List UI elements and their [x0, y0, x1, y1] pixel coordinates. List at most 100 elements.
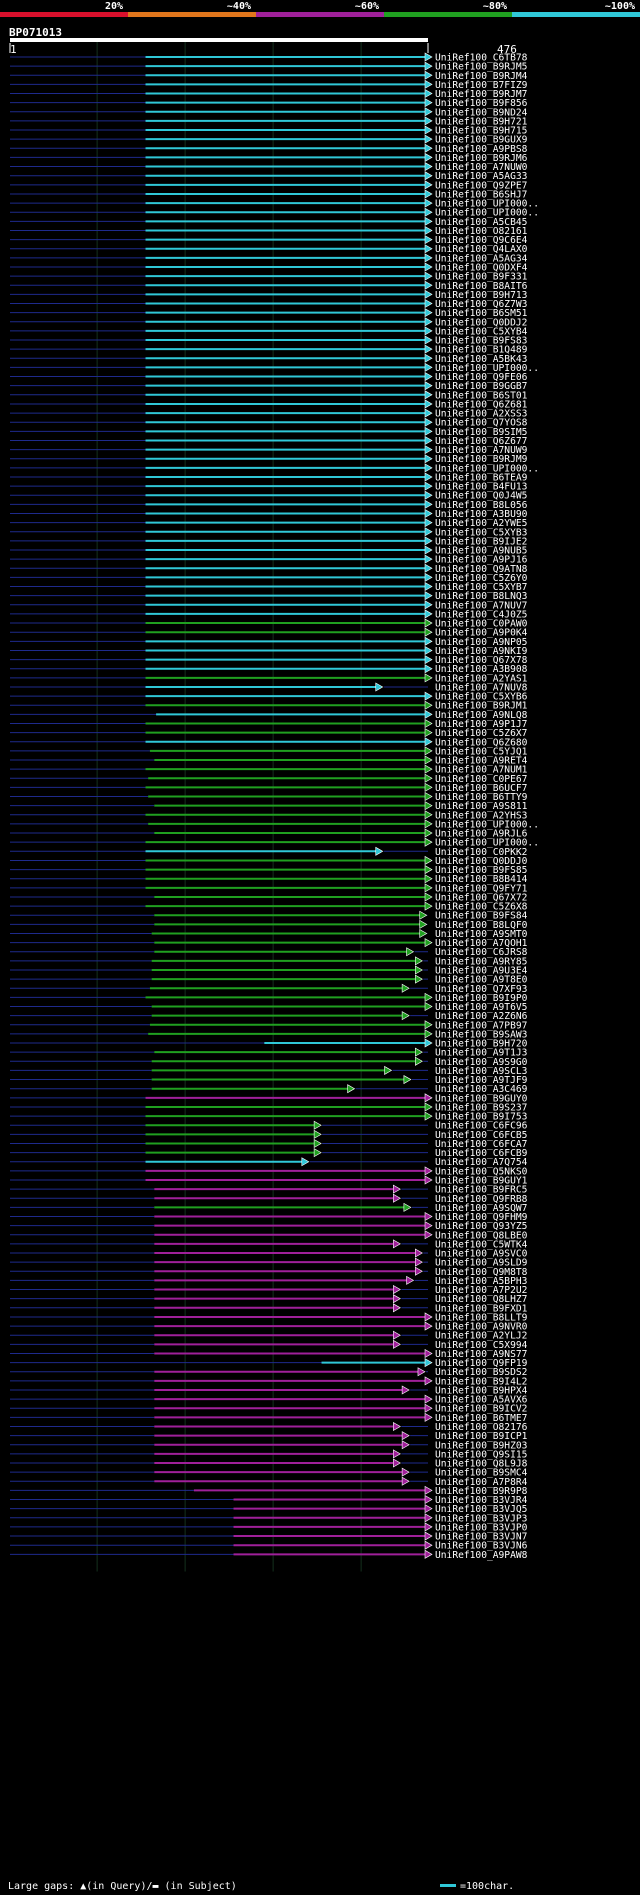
- hit-label[interactable]: UniRef100_A9NUB5: [435, 546, 527, 557]
- hit-label[interactable]: UniRef100_B9R9P8: [435, 1486, 528, 1497]
- hit-row[interactable]: UniRef100_A9SMT0: [10, 928, 528, 940]
- hit-row[interactable]: UniRef100_A2YHS3: [10, 810, 528, 821]
- hit-label[interactable]: UniRef100_O82176: [435, 1422, 528, 1433]
- hit-label[interactable]: UniRef100_A5BK43: [435, 354, 528, 365]
- hit-row[interactable]: UniRef100_Q8LBE0: [10, 1230, 528, 1241]
- hit-row[interactable]: UniRef100_B9S237: [10, 1102, 528, 1113]
- hit-row[interactable]: UniRef100_B7FIZ9: [10, 79, 528, 91]
- hit-row[interactable]: UniRef100_B3VJN7: [10, 1531, 528, 1543]
- hit-row[interactable]: UniRef100_B8LNQ3: [10, 591, 528, 602]
- hit-row[interactable]: UniRef100_A5BPH3: [10, 1275, 528, 1287]
- hit-label[interactable]: UniRef100_A2YHS3: [435, 810, 528, 821]
- hit-label[interactable]: UniRef100_A7NUM1: [435, 765, 528, 776]
- hit-row[interactable]: UniRef100_B9GUY1: [10, 1175, 528, 1186]
- hit-label[interactable]: UniRef100_Q8LHZ7: [435, 1294, 528, 1305]
- hit-row[interactable]: UniRef100_B9R9P8: [10, 1485, 528, 1497]
- hit-label[interactable]: UniRef100_A2XSS3: [435, 409, 528, 420]
- hit-label[interactable]: UniRef100_B6TTY9: [435, 792, 528, 803]
- hit-label[interactable]: UniRef100_B9I4L2: [435, 1376, 527, 1387]
- hit-label[interactable]: UniRef100_C5XYB6: [435, 692, 528, 703]
- hit-label[interactable]: UniRef100_B9RJM6: [435, 153, 528, 164]
- hit-label[interactable]: UniRef100_C5XYB3: [435, 527, 528, 538]
- hit-row[interactable]: UniRef100_B8L056: [10, 499, 528, 511]
- hit-row[interactable]: UniRef100_Q6Z677: [10, 435, 528, 447]
- hit-row[interactable]: UniRef100_B6TEA9: [10, 472, 528, 483]
- hit-label[interactable]: UniRef100_A7QOH1: [435, 938, 528, 949]
- hit-label[interactable]: UniRef100_Q6Z677: [435, 436, 528, 447]
- hit-label[interactable]: UniRef100_A9SCL3: [435, 1066, 528, 1077]
- hit-label[interactable]: UniRef100_C6TB78: [435, 53, 528, 64]
- hit-label[interactable]: UniRef100_Q8L9J8: [435, 1459, 528, 1470]
- hit-row[interactable]: UniRef100_A9NP05: [10, 636, 527, 648]
- hit-label[interactable]: UniRef100_A9RET4: [435, 756, 528, 767]
- hit-label[interactable]: UniRef100_A9U3E4: [435, 966, 528, 977]
- hit-row[interactable]: UniRef100_A9P1J7: [10, 718, 528, 730]
- hit-row[interactable]: UniRef100_A5AVX6: [10, 1394, 528, 1406]
- hit-row[interactable]: UniRef100_B9F856: [10, 98, 528, 109]
- hit-label[interactable]: UniRef100_B9HZ03: [435, 1440, 528, 1451]
- hit-label[interactable]: UniRef100_B9IJE2: [435, 536, 527, 547]
- hit-row[interactable]: UniRef100_B9FRC5: [10, 1184, 527, 1196]
- hit-row[interactable]: UniRef100_B9RJM9: [10, 454, 528, 465]
- hit-row[interactable]: UniRef100_B6SHJ7: [10, 189, 528, 200]
- hit-row[interactable]: UniRef100_Q8L9J8: [10, 1458, 528, 1470]
- hit-label[interactable]: UniRef100_A9PJ16: [435, 555, 528, 566]
- hit-row[interactable]: UniRef100_C5YJQ1: [10, 746, 528, 757]
- hit-row[interactable]: UniRef100_B9GUX9: [10, 134, 528, 146]
- hit-label[interactable]: UniRef100_B6TME7: [435, 1413, 528, 1424]
- hit-row[interactable]: UniRef100_B9ICP1: [10, 1431, 528, 1442]
- hit-row[interactable]: UniRef100_B9HZ03: [10, 1440, 528, 1451]
- hit-row[interactable]: UniRef100_A9T6V5: [10, 1002, 527, 1013]
- hit-label[interactable]: UniRef100_B8LQF0: [435, 920, 528, 931]
- hit-label[interactable]: UniRef100_B6SHJ7: [435, 189, 528, 200]
- hit-label[interactable]: UniRef100_B9F331: [435, 272, 528, 283]
- hit-label[interactable]: UniRef100_A9SQW7: [435, 1203, 528, 1214]
- hit-label[interactable]: UniRef100_B9H721: [435, 116, 528, 127]
- hit-row[interactable]: UniRef100_A5CB45: [10, 216, 527, 228]
- hit-row[interactable]: UniRef100_C5XYB4: [10, 326, 528, 337]
- hit-row[interactable]: UniRef100_Q8LHZ7: [10, 1294, 528, 1305]
- hit-row[interactable]: UniRef100_B9SAW3: [10, 1029, 528, 1040]
- hit-row[interactable]: UniRef100_Q9C6E4: [10, 235, 528, 246]
- hit-row[interactable]: UniRef100_A7Q754: [10, 1157, 528, 1168]
- hit-label[interactable]: UniRef100_A3C469: [435, 1084, 528, 1095]
- hit-row[interactable]: UniRef100_B9ICV2: [10, 1403, 527, 1415]
- hit-label[interactable]: UniRef100_A9P1J7: [435, 719, 528, 730]
- hit-label[interactable]: UniRef100_UPI000..: [435, 199, 539, 210]
- hit-label[interactable]: UniRef100_B9GUX9: [435, 135, 528, 146]
- hit-row[interactable]: UniRef100_B3VJR4: [10, 1495, 528, 1506]
- hit-label[interactable]: UniRef100_B9H713: [435, 290, 528, 301]
- hit-label[interactable]: UniRef100_C5Z6Y0: [435, 573, 528, 584]
- hit-label[interactable]: UniRef100_B9F856: [435, 98, 528, 109]
- hit-row[interactable]: UniRef100_UPI000..: [10, 198, 539, 210]
- hit-row[interactable]: UniRef100_C0PAW0: [10, 618, 528, 630]
- hit-row[interactable]: UniRef100_UPI000..: [10, 837, 539, 849]
- hit-label[interactable]: UniRef100_C6FCA7: [435, 1139, 528, 1150]
- hit-row[interactable]: UniRef100_B4FU13: [10, 481, 528, 493]
- hit-label[interactable]: UniRef100_C5X994: [435, 1340, 528, 1351]
- hit-label[interactable]: UniRef100_B9ICP1: [435, 1431, 528, 1442]
- hit-row[interactable]: UniRef100_UPI000..: [10, 463, 539, 474]
- hit-label[interactable]: UniRef100_Q7YOS8: [435, 418, 528, 429]
- hit-label[interactable]: UniRef100_A9NS77: [435, 1349, 528, 1360]
- hit-row[interactable]: UniRef100_Q6Z680: [10, 737, 528, 748]
- hit-label[interactable]: UniRef100_A9S9G0: [435, 1057, 528, 1068]
- hit-label[interactable]: UniRef100_A9SLD9: [435, 1258, 528, 1269]
- hit-row[interactable]: UniRef100_C5X994: [10, 1339, 528, 1351]
- hit-row[interactable]: UniRef100_A9NS77: [10, 1348, 528, 1360]
- hit-row[interactable]: UniRef100_A9NVR0: [10, 1321, 528, 1333]
- hit-row[interactable]: UniRef100_A9T8E0: [10, 974, 528, 986]
- hit-row[interactable]: UniRef100_A9SQW7: [10, 1202, 528, 1214]
- hit-row[interactable]: UniRef100_Q93YZ5: [10, 1221, 527, 1232]
- hit-label[interactable]: UniRef100_A9T6V5: [435, 1002, 527, 1013]
- hit-row[interactable]: UniRef100_Q9FY71: [10, 883, 528, 894]
- hit-label[interactable]: UniRef100_C0PE67: [435, 774, 528, 785]
- hit-label[interactable]: UniRef100_A9NKI9: [435, 646, 528, 657]
- hit-label[interactable]: UniRef100_A3BU90: [435, 509, 528, 520]
- hit-row[interactable]: UniRef100_B9FS85: [10, 865, 527, 876]
- hit-label[interactable]: UniRef100_C0PAW0: [435, 619, 528, 630]
- hit-row[interactable]: UniRef100_A7P8R4: [10, 1476, 528, 1488]
- hit-label[interactable]: UniRef100_Q9FY71: [435, 883, 528, 894]
- hit-label[interactable]: UniRef100_B9RJM4: [435, 71, 528, 82]
- hit-row[interactable]: UniRef100_B8B414: [10, 874, 528, 885]
